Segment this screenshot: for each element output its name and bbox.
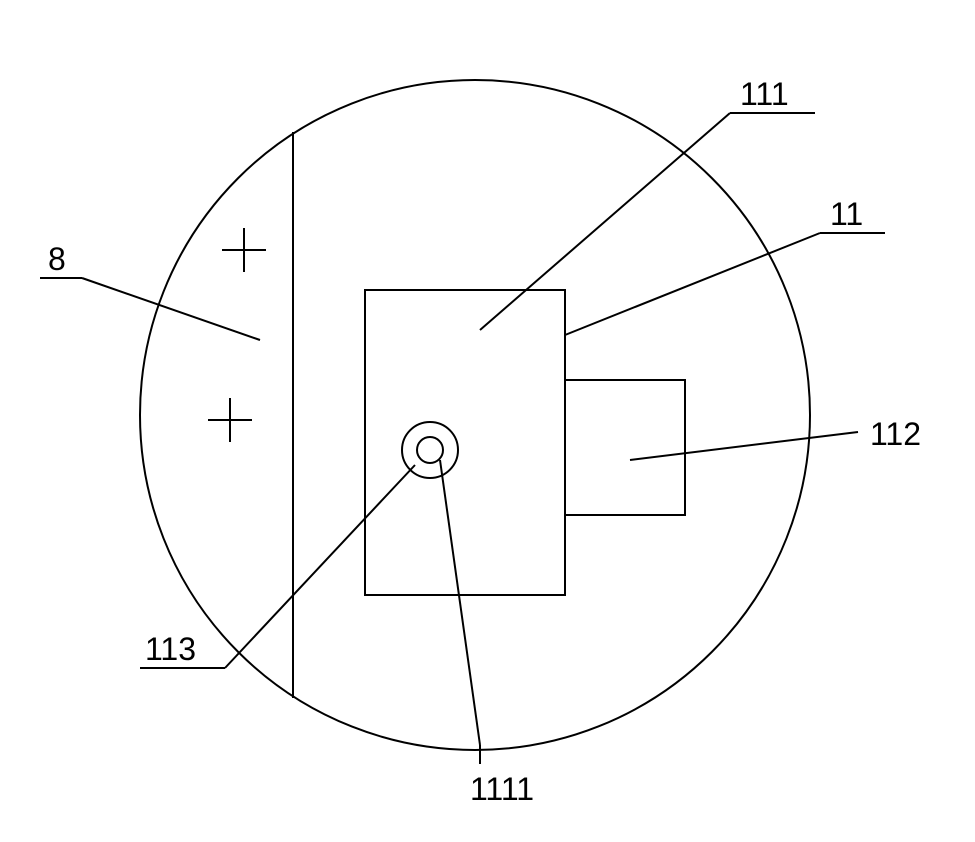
- canvas-bg: [0, 0, 975, 842]
- label-text-111: 111: [740, 76, 789, 112]
- label-text-113: 113: [145, 631, 196, 667]
- label-text-112: 112: [870, 416, 921, 452]
- label-text-11: 11: [830, 196, 863, 232]
- label-text-8: 8: [48, 241, 66, 277]
- label-text-1111: 1111: [470, 771, 534, 807]
